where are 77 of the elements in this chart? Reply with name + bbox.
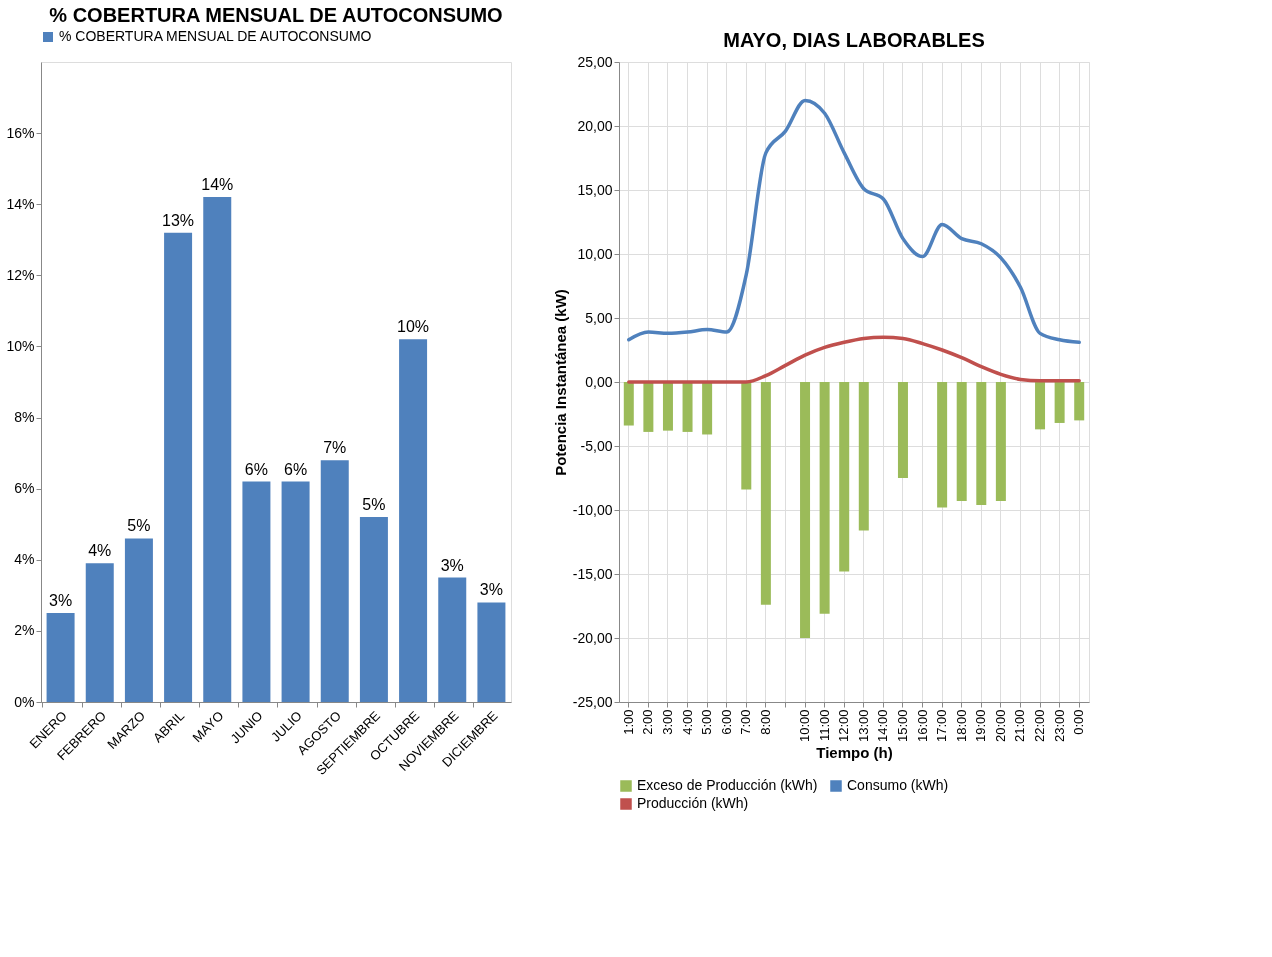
line-series <box>627 98 1081 345</box>
x-tick-label: 6:00 <box>718 709 734 735</box>
x-tick-label: 11:00 <box>816 709 832 742</box>
y-tick-label: -15,00 <box>572 565 613 582</box>
chart-title: MAYO, DIAS LABORABLES <box>723 29 985 51</box>
y-tick-label: 20,00 <box>577 117 613 134</box>
line-series <box>627 335 1081 384</box>
x-tick-label: 2:00 <box>640 709 656 735</box>
x-tick-label: 20:00 <box>992 709 1008 743</box>
y-axis-title: Potencia Instantánea (kW) <box>551 289 569 476</box>
data-label: 10% <box>397 318 430 336</box>
x-tick-label: 12:00 <box>836 709 852 743</box>
y-tick-label: 10,00 <box>577 245 613 262</box>
x-tick-label: 1:00 <box>620 709 636 735</box>
x-tick-label: 5:00 <box>699 709 715 735</box>
x-tick-label: 0:00 <box>1071 709 1087 735</box>
y-tick-label: 5,00 <box>585 309 613 326</box>
x-tick-label: 4:00 <box>679 709 695 735</box>
data-label: 6% <box>284 460 308 478</box>
x-tick-label: 13:00 <box>855 709 871 743</box>
data-label: 4% <box>88 542 112 560</box>
bar <box>203 197 232 702</box>
data-label: 3% <box>479 581 503 599</box>
chart-title: % COBERTURA MENSUAL DE AUTOCONSUMO <box>49 4 503 26</box>
bar <box>399 339 428 702</box>
x-tick-label: 23:00 <box>1051 709 1067 743</box>
x-tick-label: 17:00 <box>934 709 950 743</box>
x-tick-label: 10:00 <box>797 709 813 743</box>
bar <box>46 613 75 702</box>
x-tick-label: 18:00 <box>953 709 969 743</box>
bar <box>85 563 114 702</box>
x-tick-label: 7:00 <box>738 709 754 735</box>
data-label: 6% <box>244 460 268 478</box>
y-tick-label: 2% <box>14 622 35 639</box>
bar <box>438 577 467 702</box>
y-tick-label: 12% <box>6 266 35 283</box>
y-tick-label: 0,00 <box>585 373 613 390</box>
y-tick-label: -20,00 <box>572 629 613 646</box>
y-tick-label: 0% <box>14 693 35 710</box>
data-label: 13% <box>162 211 195 229</box>
legend-label: Consumo (kWh) <box>847 777 949 793</box>
bar <box>124 538 153 702</box>
x-axis-title: Tiempo (h) <box>816 744 893 762</box>
y-tick-label: 16% <box>6 124 35 141</box>
bar <box>477 602 506 702</box>
y-tick-label: -25,00 <box>572 693 613 710</box>
bar <box>359 517 388 702</box>
x-tick-label: 8:00 <box>757 709 773 735</box>
x-tick-label: 14:00 <box>875 709 891 743</box>
data-label: 3% <box>49 592 73 610</box>
y-tick-label: 14% <box>6 195 35 212</box>
data-label: 5% <box>127 517 151 535</box>
legend-label: Exceso de Producción (kWh) <box>637 777 818 793</box>
x-tick-label: 3:00 <box>659 709 675 735</box>
x-tick-label: 21:00 <box>1012 709 1028 743</box>
y-tick-label: 4% <box>14 551 35 568</box>
data-label: 14% <box>201 176 234 194</box>
y-tick-label: 6% <box>14 480 35 497</box>
y-tick-label: -5,00 <box>580 437 613 454</box>
x-tick-label: 16:00 <box>914 709 930 743</box>
legend-label: Producción (kWh) <box>637 795 749 811</box>
legend-label: % COBERTURA MENSUAL DE AUTOCONSUMO <box>59 28 372 44</box>
data-label: 7% <box>323 439 347 457</box>
y-tick-label: -10,00 <box>572 501 613 518</box>
y-tick-label: 15,00 <box>577 181 613 198</box>
y-tick-label: 10% <box>6 337 35 354</box>
bar <box>281 481 310 702</box>
x-tick-label: 19:00 <box>973 709 989 743</box>
bar <box>242 481 271 702</box>
x-tick-label: 22:00 <box>1032 709 1048 743</box>
y-tick-label: 8% <box>14 409 35 426</box>
y-tick-label: 25,00 <box>577 53 613 70</box>
data-label: 3% <box>440 556 464 574</box>
data-label: 5% <box>362 496 386 514</box>
x-tick-label: 15:00 <box>894 709 910 743</box>
bar <box>164 232 193 702</box>
bar <box>320 460 349 702</box>
